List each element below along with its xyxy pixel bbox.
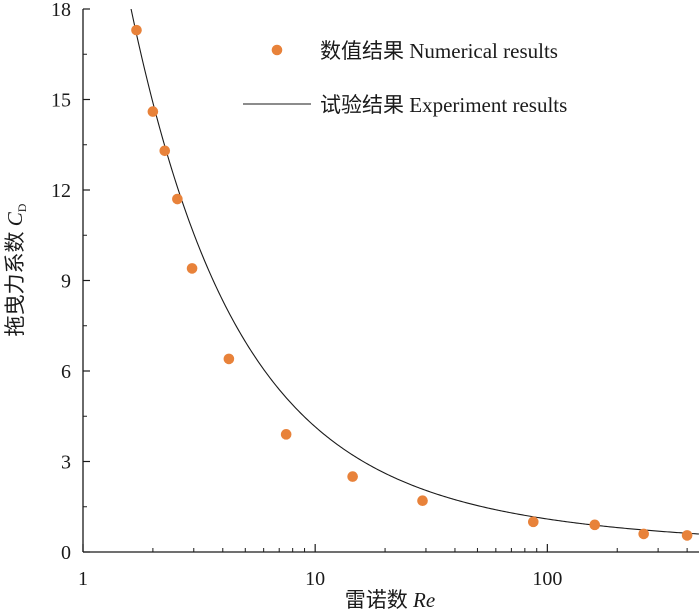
legend: 数值结果 Numerical results 试验结果 Experiment re… (243, 39, 567, 117)
y-tick-label: 6 (61, 361, 71, 383)
x-tick-label: 1 (78, 568, 88, 590)
legend-label-numerical: 数值结果 Numerical results (320, 39, 558, 63)
numerical-result-point (280, 429, 292, 440)
y-axis-title: 拖曳力系数 CD (3, 203, 29, 336)
axes: 0 3 6 9 12 15 18 1 10 100 (51, 0, 699, 590)
numerical-result-point (223, 353, 235, 365)
y-tick-label: 3 (61, 452, 71, 474)
y-tick-label: 9 (61, 271, 71, 293)
legend-label-experiment: 试验结果 Experiment results (320, 93, 567, 117)
x-axis-title: 雷诺数 Re (345, 588, 435, 612)
y-tick-label: 12 (51, 180, 71, 202)
numerical-result-point (638, 528, 649, 540)
axis-titles: 雷诺数 Re 拖曳力系数 CD (3, 203, 435, 612)
x-tick-label: 100 (532, 568, 562, 590)
legend-marker-numerical (271, 44, 283, 56)
x-tick-label: 10 (305, 568, 325, 590)
numerical-result-point (347, 471, 358, 482)
numerical-points-layer (131, 24, 693, 541)
y-tick-label: 0 (61, 542, 71, 564)
numerical-result-point (186, 263, 198, 274)
numerical-result-point (589, 519, 601, 531)
numerical-result-point (172, 193, 183, 205)
numerical-result-point (681, 530, 693, 541)
numerical-result-point (528, 516, 539, 528)
plot-area (83, 9, 699, 552)
numerical-result-point (159, 145, 171, 157)
plot-background (83, 9, 699, 552)
numerical-result-point (131, 24, 142, 36)
numerical-result-point (417, 495, 428, 507)
y-tick-label: 18 (51, 0, 71, 21)
numerical-result-point (147, 106, 159, 117)
y-tick-label: 15 (51, 90, 71, 112)
